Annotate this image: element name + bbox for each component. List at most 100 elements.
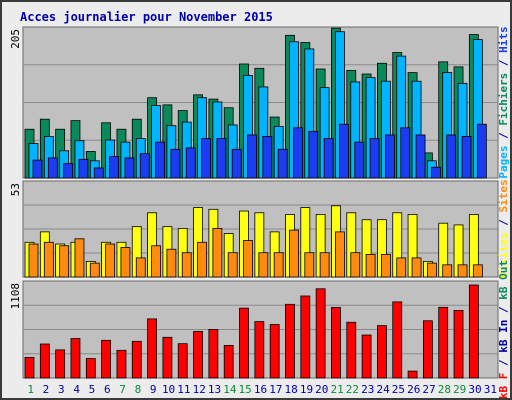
ylabel-part: kB In xyxy=(497,320,510,353)
bar-pages xyxy=(124,157,135,179)
ylabel-part: / xyxy=(497,212,510,232)
bar-kb-f xyxy=(422,320,433,379)
bar-pages xyxy=(170,148,181,179)
bar-pages xyxy=(339,123,349,179)
bar-kb-f xyxy=(300,295,311,379)
ylabel-part: / xyxy=(497,126,510,146)
day-label: 29 xyxy=(453,383,466,396)
panel-ylabel: kB F / kB In / kB Out xyxy=(497,260,510,398)
bar-sites xyxy=(181,252,192,278)
bar-kb-f xyxy=(116,349,127,379)
bar-pages xyxy=(247,134,257,179)
bar-kb-f xyxy=(269,324,280,379)
bar-kb-f xyxy=(85,358,96,379)
bar-pages xyxy=(78,158,89,179)
ylabel-part: Sites xyxy=(497,179,510,212)
bar-sites xyxy=(304,252,315,278)
day-label: 13 xyxy=(208,383,221,396)
bar-pages xyxy=(109,156,120,179)
bar-pages xyxy=(201,138,211,179)
bar-sites xyxy=(135,257,146,278)
bar-sites xyxy=(442,264,453,278)
bar-kb-f xyxy=(438,306,449,379)
bar-pages xyxy=(139,153,150,179)
bar-pages xyxy=(185,147,196,179)
day-label: 5 xyxy=(89,383,96,396)
bar-sites xyxy=(197,241,207,278)
day-label: 31 xyxy=(484,383,497,396)
day-label: 7 xyxy=(119,383,126,396)
bar-sites xyxy=(289,229,299,278)
day-label: 21 xyxy=(330,383,343,396)
bar-kb-f xyxy=(162,336,173,379)
bar-sites xyxy=(457,264,468,278)
ylabel-part: Hits xyxy=(497,26,510,53)
bar-pages xyxy=(293,127,303,179)
bar-kb-f xyxy=(361,334,372,379)
bar-pages xyxy=(476,123,487,179)
bar-pages xyxy=(385,134,395,179)
bar-sites xyxy=(350,252,361,278)
bar-sites xyxy=(319,252,330,278)
ylabel-part: Visites xyxy=(497,232,510,278)
bar-kb-f xyxy=(239,307,249,379)
day-label: 6 xyxy=(104,383,111,396)
day-label: 23 xyxy=(361,383,374,396)
day-label: 4 xyxy=(73,383,80,396)
panel-max-label: 1108 xyxy=(9,283,22,310)
day-label: 18 xyxy=(285,383,298,396)
day-label: 17 xyxy=(269,383,282,396)
ylabel-part: / xyxy=(497,300,510,320)
bar-kb-f xyxy=(254,321,265,379)
bar-kb-f xyxy=(346,321,357,379)
bar-pages xyxy=(216,138,227,179)
bar-pages xyxy=(323,138,334,179)
bar-sites xyxy=(396,257,407,278)
bar-kb-f xyxy=(39,343,50,379)
bar-sites xyxy=(411,257,422,278)
bar-kb-f xyxy=(101,339,112,379)
bar-sites xyxy=(89,262,100,278)
ylabel-part: / xyxy=(497,53,510,73)
bar-pages xyxy=(369,138,380,179)
bar-kb-f xyxy=(193,331,203,379)
day-label: 14 xyxy=(223,383,237,396)
bar-pages xyxy=(262,136,273,179)
panel-max-label: 205 xyxy=(9,29,22,49)
bar-kb-f xyxy=(55,349,66,379)
bar-pages xyxy=(277,148,288,179)
bar-kb-f xyxy=(468,284,479,379)
bar-pages xyxy=(461,136,472,179)
bar-kb-f xyxy=(24,357,35,379)
bar-pages xyxy=(354,141,365,179)
bar-pages xyxy=(47,157,58,179)
bar-sites xyxy=(243,240,253,278)
bar-kb-f xyxy=(147,318,157,379)
bar-pages xyxy=(400,127,411,179)
ylabel-part: kB F xyxy=(497,373,510,398)
bar-pages xyxy=(430,166,441,179)
bar-pages xyxy=(446,134,457,179)
bar-sites xyxy=(381,254,391,278)
bar-kb-f xyxy=(177,343,188,379)
bar-kb-f xyxy=(70,338,81,379)
bar-sites xyxy=(59,245,70,278)
bar-pages xyxy=(415,134,426,179)
bar-kb-f xyxy=(392,301,403,379)
day-label: 11 xyxy=(177,383,190,396)
bar-sites xyxy=(28,243,39,278)
bar-pages xyxy=(231,148,242,179)
panel-ylabel: Pages / Fichiers / Hits xyxy=(497,26,510,178)
bar-sites xyxy=(365,254,376,278)
bar-sites xyxy=(426,262,437,278)
day-label: 27 xyxy=(422,383,435,396)
ylabel-part: / xyxy=(497,353,510,373)
day-label: 8 xyxy=(135,383,142,396)
bar-kb-f xyxy=(208,329,219,379)
bar-sites xyxy=(258,252,269,278)
day-label: 22 xyxy=(346,383,359,396)
panel-ylabel: Visites / Sites xyxy=(497,179,510,278)
panel-max-label: 53 xyxy=(9,183,22,196)
